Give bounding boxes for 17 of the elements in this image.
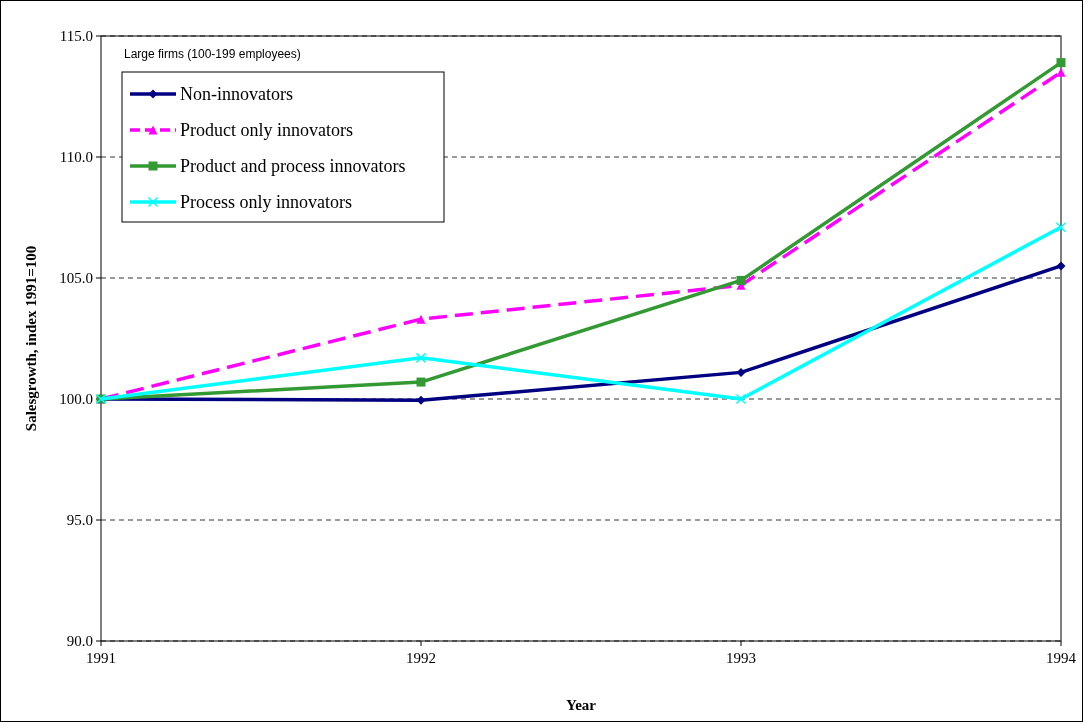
x-axis-title: Year — [566, 697, 597, 713]
x-tick-label: 1994 — [1046, 650, 1077, 666]
legend-label: Product and process innovators — [180, 156, 406, 177]
legend-label: Non-innovators — [180, 84, 293, 105]
x-tick-label: 1992 — [406, 650, 436, 666]
y-tick-label: 105.0 — [59, 270, 93, 287]
y-tick-label: 100.0 — [59, 391, 93, 408]
x-tick-label: 1993 — [726, 650, 756, 666]
annotation: Large firms (100-199 employees) — [124, 47, 301, 61]
y-tick-label: 90.0 — [66, 633, 93, 650]
x-tick-label: 1991 — [86, 650, 116, 666]
y-axis-title: Salesgrowth, index 1991=100 — [23, 245, 39, 432]
y-tick-label: 110.0 — [59, 149, 93, 166]
legend-label: Product only innovators — [180, 120, 353, 141]
y-tick-label: 115.0 — [59, 28, 93, 45]
y-tick-label: 95.0 — [66, 512, 93, 529]
legend-label: Process only innovators — [180, 192, 352, 213]
